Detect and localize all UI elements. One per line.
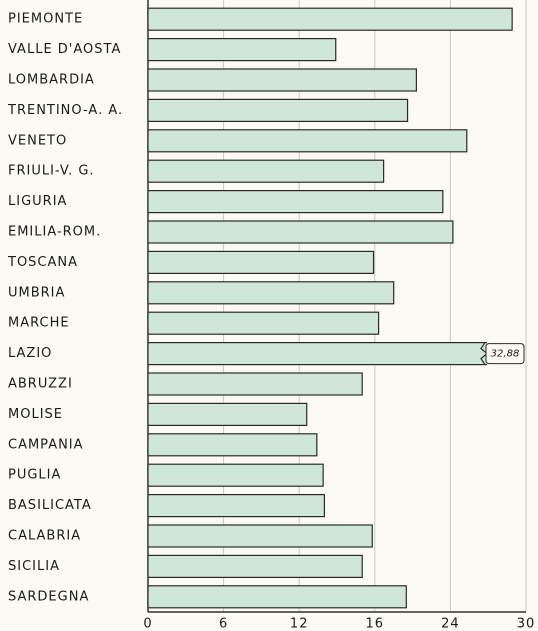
bar — [147, 190, 444, 214]
x-tick-label: 30 — [517, 617, 536, 631]
bar — [147, 524, 373, 548]
y-tick-label: VENETO — [8, 133, 67, 148]
y-tick-label: SARDEGNA — [8, 589, 89, 604]
bar — [147, 372, 363, 396]
bar — [147, 98, 409, 123]
bar — [147, 463, 324, 487]
bar — [147, 7, 513, 31]
x-tick-label: 6 — [219, 617, 228, 631]
y-tick-label: PUGLIA — [8, 468, 61, 483]
y-tick-label: LAZIO — [8, 346, 52, 361]
bar — [147, 250, 375, 274]
y-tick-label: LOMBARDIA — [8, 73, 95, 88]
y-tick-label: MARCHE — [8, 316, 70, 331]
bar — [147, 311, 380, 335]
bar — [147, 402, 308, 426]
bar — [147, 129, 468, 153]
bar — [147, 433, 318, 457]
value-label-box — [485, 343, 525, 365]
y-tick-label: ABRUZZI — [8, 377, 73, 392]
x-tick-label: 24 — [441, 617, 460, 631]
y-tick-label: BASILICATA — [8, 498, 92, 513]
y-tick-label: CALABRIA — [8, 529, 81, 544]
bar — [147, 159, 385, 183]
value-label: 32,88 — [491, 349, 520, 360]
x-tick-label: 16 — [366, 617, 385, 631]
bar — [147, 585, 407, 609]
y-tick-label: FRIULI-V. G. — [8, 164, 95, 179]
bar — [147, 342, 487, 366]
bar — [147, 37, 337, 62]
x-tick-label: 0 — [143, 617, 152, 631]
y-tick-label: MOLISE — [8, 407, 63, 422]
y-tick-label: VALLE D'AOSTA — [8, 42, 121, 57]
y-tick-label: TOSCANA — [7, 255, 78, 270]
y-tick-label: SICILIA — [8, 559, 60, 574]
y-tick-label: UMBRIA — [8, 285, 65, 300]
bar — [147, 68, 417, 92]
y-tick-label: EMILIA-ROM. — [8, 225, 101, 240]
y-tick-label: CAMPANIA — [8, 437, 84, 452]
bar — [147, 281, 395, 305]
x-tick-label: 12 — [290, 617, 309, 631]
y-tick-label: TRENTINO-A. A. — [7, 103, 123, 118]
y-tick-label: PIEMONTE — [8, 12, 83, 27]
bar — [147, 220, 454, 244]
bar — [147, 554, 363, 579]
bar — [147, 494, 325, 518]
y-tick-label: LIGURIA — [8, 194, 67, 209]
